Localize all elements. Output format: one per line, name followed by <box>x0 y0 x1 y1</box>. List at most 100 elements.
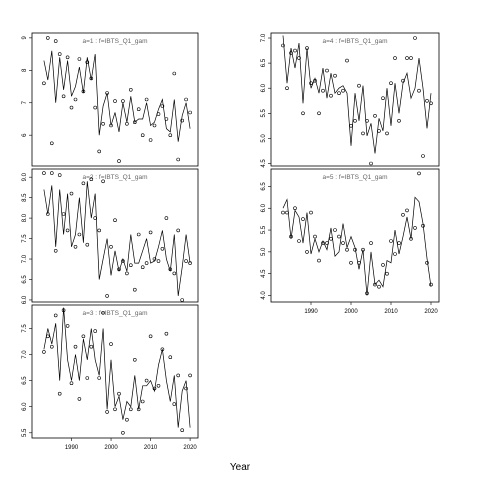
data-point <box>101 310 105 315</box>
data-point <box>349 124 353 128</box>
panel-a1: a=1 : f=IBTS_Q1_gam 6 7 8 9 <box>22 32 199 167</box>
data-point <box>425 260 429 265</box>
data-point <box>49 344 54 349</box>
data-point <box>81 334 86 339</box>
data-point <box>117 391 121 396</box>
data-point <box>125 417 129 422</box>
data-point <box>53 39 58 43</box>
data-point <box>429 282 433 287</box>
data-point <box>164 117 169 121</box>
data-point <box>77 397 82 401</box>
data-point <box>77 57 82 61</box>
data-point <box>61 94 66 99</box>
data-point <box>65 228 70 233</box>
data-point <box>136 407 141 412</box>
data-point <box>417 88 421 93</box>
data-point <box>109 123 113 128</box>
data-point <box>140 133 145 137</box>
data-point <box>172 402 177 406</box>
data-point <box>53 313 58 318</box>
data-point <box>184 386 188 391</box>
data-point <box>136 232 141 237</box>
data-point <box>148 334 153 339</box>
x-tick-label: 2010 <box>384 309 398 315</box>
y-tick-label: 4.5 <box>261 159 267 168</box>
data-point <box>172 71 177 76</box>
data-point <box>357 260 361 265</box>
data-point <box>69 191 74 196</box>
y-tick-label: 6.5 <box>261 58 267 67</box>
data-point <box>317 111 321 116</box>
data-point <box>57 391 62 396</box>
data-point <box>401 213 405 217</box>
series-line <box>43 307 191 428</box>
panel-a4: a=4 : f=IBTS_Q1_gam 4.5 5.0 5.5 6.0 6.5 7.0 <box>261 32 440 168</box>
y-tick-label: 7 <box>22 100 28 104</box>
data-point <box>281 210 285 215</box>
data-point <box>65 55 70 60</box>
data-point <box>89 177 94 181</box>
data-point <box>117 267 121 272</box>
data-point <box>113 407 117 412</box>
panel-frame <box>31 32 199 167</box>
data-point <box>345 247 349 252</box>
data-point <box>97 228 101 233</box>
y-tick-label: 6.0 <box>22 402 28 411</box>
data-point <box>385 131 389 136</box>
data-point <box>353 119 357 123</box>
data-point <box>176 228 180 233</box>
panel-label: a=5 : f=IBTS_Q1_gam <box>322 174 387 181</box>
data-point <box>389 81 393 85</box>
data-point <box>357 83 361 88</box>
y-tick-label: 7.5 <box>22 234 28 243</box>
y-tick-label: 5.5 <box>22 428 28 437</box>
data-point <box>93 329 97 333</box>
data-point <box>97 376 101 380</box>
data-point <box>309 210 313 215</box>
data-point <box>49 141 54 146</box>
data-point <box>341 241 345 245</box>
data-point <box>42 350 46 354</box>
y-tick-label: 4.0 <box>261 291 267 300</box>
data-point <box>152 257 157 261</box>
data-point <box>109 245 113 249</box>
data-point <box>85 376 90 380</box>
data-point <box>89 76 94 81</box>
x-tick-label: 2000 <box>104 445 118 451</box>
data-point <box>45 36 50 40</box>
data-point <box>321 241 325 245</box>
data-point <box>297 239 301 243</box>
data-point <box>69 105 74 110</box>
y-tick-label: 5.0 <box>261 134 267 143</box>
data-point <box>381 263 385 267</box>
data-point <box>289 234 293 239</box>
y-tick-label: 6.5 <box>22 275 28 284</box>
y-tick-label: 5.5 <box>261 225 267 234</box>
data-point <box>85 60 90 65</box>
data-point <box>109 342 113 346</box>
data-point <box>172 271 177 276</box>
data-point <box>180 298 184 302</box>
data-point <box>176 373 180 378</box>
panel-label: a=2 : f=IBTS_Q1_gam <box>82 174 147 181</box>
data-point <box>361 131 365 136</box>
data-point <box>281 43 285 48</box>
data-point <box>136 107 141 111</box>
data-point <box>160 247 165 251</box>
data-point <box>341 88 345 93</box>
y-tick-label: 5.5 <box>261 108 267 117</box>
data-point <box>69 381 74 386</box>
data-point <box>81 181 86 186</box>
data-point <box>61 212 66 216</box>
data-point <box>121 259 125 263</box>
data-point <box>313 78 317 83</box>
data-point <box>73 245 78 249</box>
data-point <box>188 110 192 115</box>
data-point <box>413 36 417 40</box>
data-point <box>385 271 389 276</box>
data-point <box>77 232 82 237</box>
x-tick-label: 1990 <box>65 445 79 451</box>
data-point <box>337 91 341 95</box>
panel-frame <box>31 304 199 439</box>
